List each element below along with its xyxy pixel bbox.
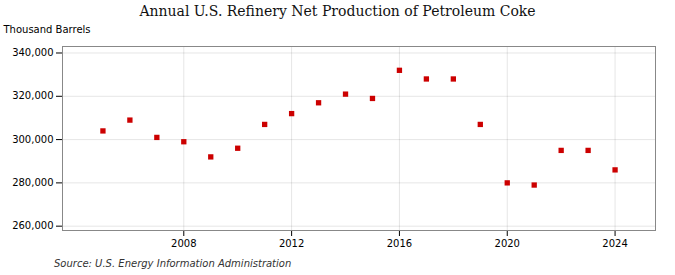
- svg-text:Thousand Barrels: Thousand Barrels: [3, 24, 91, 35]
- html-text:Annual U.S. Refinery Net Produ: Annual U.S. Refinery Net Production of P…: [139, 3, 536, 19]
- svg-text:2008: 2008: [171, 238, 196, 249]
- svg-text:260,000: 260,000: [12, 220, 53, 231]
- svg-text:340,000: 340,000: [12, 47, 53, 58]
- svg-text:320,000: 320,000: [12, 90, 53, 101]
- svg-text:280,000: 280,000: [12, 177, 53, 188]
- svg-text:2016: 2016: [387, 238, 412, 249]
- svg-text:300,000: 300,000: [12, 134, 53, 145]
- svg-text:2020: 2020: [495, 238, 520, 249]
- svg-text:2024: 2024: [602, 238, 627, 249]
- html-text:Source: U.S. Energy Informatio: Source: U.S. Energy Information Administ…: [54, 258, 292, 269]
- svg-text:2012: 2012: [279, 238, 304, 249]
